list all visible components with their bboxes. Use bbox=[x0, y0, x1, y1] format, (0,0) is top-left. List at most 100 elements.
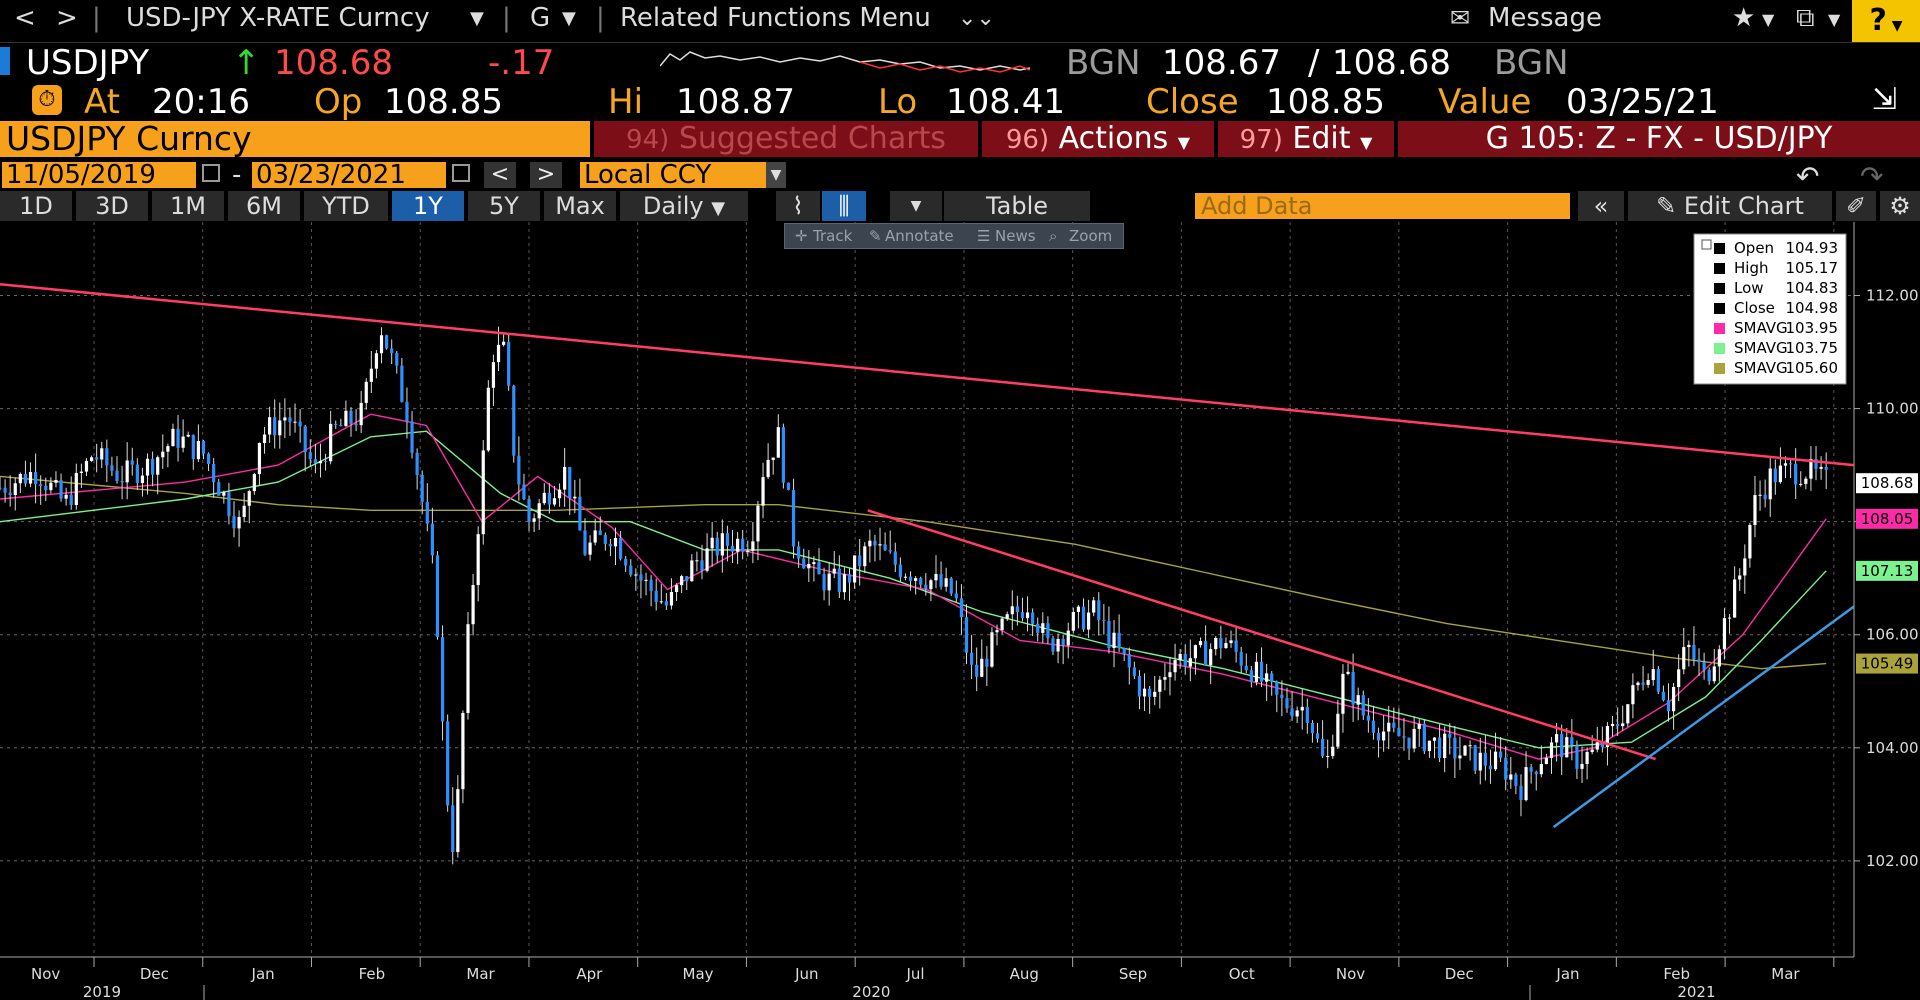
x-tick-label: Oct bbox=[1229, 965, 1255, 983]
range-1y-button[interactable]: 1Y bbox=[392, 191, 464, 221]
candlestick-icon[interactable]: ⫼ bbox=[822, 191, 866, 221]
candle-body bbox=[837, 568, 841, 593]
next-period-button[interactable]: > bbox=[530, 162, 562, 188]
chevron-down-icon[interactable]: ▼ bbox=[562, 8, 576, 29]
candle-body bbox=[1758, 494, 1762, 496]
candle-body bbox=[908, 576, 913, 581]
gear-icon[interactable]: ⚙ bbox=[1880, 191, 1920, 221]
chevron-down-icon[interactable]: ▼ bbox=[470, 8, 484, 29]
candle-body bbox=[1092, 600, 1096, 613]
range-1m-button[interactable]: 1M bbox=[152, 191, 224, 221]
track-tool[interactable]: Track bbox=[813, 227, 853, 245]
candle-body bbox=[1621, 723, 1625, 727]
screenshot-icon[interactable]: ⇲ bbox=[1872, 82, 1898, 117]
range-ytd-button[interactable]: YTD bbox=[304, 191, 388, 221]
legend-value: 105.17 bbox=[1786, 259, 1839, 277]
double-chevron-down-icon[interactable]: ⌄⌄ bbox=[958, 6, 995, 31]
range-1d-button[interactable]: 1D bbox=[0, 191, 72, 221]
calendar-icon[interactable] bbox=[202, 164, 220, 182]
add-data-input[interactable]: Add Data bbox=[1195, 193, 1570, 219]
table-button[interactable]: Table bbox=[944, 191, 1090, 221]
ticker: USDJPY bbox=[26, 43, 150, 83]
y-tick-label: 102.00 bbox=[1866, 852, 1919, 870]
candle-body bbox=[1122, 648, 1126, 655]
candle-body bbox=[237, 517, 241, 529]
year-label: 2021 bbox=[1677, 983, 1715, 1000]
range-max-button[interactable]: Max bbox=[544, 191, 616, 221]
crosshair-icon: ✛ bbox=[795, 227, 808, 245]
message-button[interactable]: Message bbox=[1488, 3, 1602, 33]
previous-period-button[interactable]: < bbox=[484, 162, 516, 188]
chevron-down-icon[interactable]: ▼ bbox=[1828, 10, 1841, 29]
window-icon[interactable]: ⧉ bbox=[1796, 3, 1815, 33]
end-date-field[interactable]: 03/23/2021 bbox=[252, 162, 446, 188]
candle-body bbox=[288, 417, 292, 422]
candle-body bbox=[28, 472, 33, 484]
edit-button[interactable]: 97) Edit ▼ bbox=[1218, 121, 1394, 157]
candle-body bbox=[598, 530, 602, 535]
collapse-icon[interactable]: « bbox=[1578, 191, 1624, 221]
chevron-down-icon[interactable]: ▼ bbox=[890, 191, 942, 221]
candle-body bbox=[593, 530, 597, 543]
candle-body bbox=[1148, 688, 1152, 697]
candle-body bbox=[751, 541, 755, 551]
candle-body bbox=[552, 498, 557, 505]
undo-icon[interactable]: ↶ bbox=[1796, 160, 1820, 193]
line-chart-icon[interactable]: ⌇ bbox=[776, 191, 820, 221]
candle-body bbox=[1025, 612, 1030, 619]
candle-body bbox=[720, 533, 724, 556]
candle-body bbox=[23, 473, 28, 484]
price-chart[interactable]: 102.00104.00106.00108.00110.00112.00NovD… bbox=[0, 222, 1920, 1000]
at-label: At bbox=[84, 82, 120, 122]
range-6m-button[interactable]: 6M bbox=[228, 191, 300, 221]
forward-button[interactable]: > bbox=[56, 3, 78, 33]
range-3d-button[interactable]: 3D bbox=[76, 191, 148, 221]
clock-icon[interactable]: ⏱ bbox=[32, 85, 62, 115]
candle-body bbox=[858, 555, 862, 567]
legend-swatch bbox=[1714, 283, 1725, 294]
edit-chart-button[interactable]: ✎ Edit Chart bbox=[1628, 191, 1832, 221]
calendar-icon[interactable] bbox=[452, 164, 470, 182]
edit-layout-icon[interactable]: ✐ bbox=[1836, 191, 1876, 221]
candle-body bbox=[969, 652, 974, 665]
back-button[interactable]: < bbox=[14, 3, 36, 33]
help-label: ? bbox=[1869, 3, 1887, 38]
candle-body bbox=[1743, 558, 1747, 576]
related-functions-menu[interactable]: Related Functions Menu bbox=[620, 3, 931, 33]
bid-source: BGN bbox=[1066, 43, 1141, 83]
start-date-field[interactable]: 11/05/2019 bbox=[2, 162, 196, 188]
candle-body bbox=[1763, 494, 1767, 500]
candle-body bbox=[1407, 737, 1411, 749]
function-field[interactable]: G bbox=[530, 3, 551, 33]
chevron-down-icon: ▼ bbox=[1360, 133, 1373, 152]
suggested-charts-button[interactable]: 94) Suggested Charts bbox=[594, 121, 978, 157]
last-price: 108.68 bbox=[274, 43, 393, 83]
annotate-tool[interactable]: Annotate bbox=[885, 227, 954, 245]
candle-body bbox=[262, 434, 267, 444]
candle-body bbox=[1626, 704, 1630, 724]
envelope-icon[interactable]: ✉ bbox=[1450, 4, 1471, 32]
candle-body bbox=[1666, 700, 1671, 712]
candle-body bbox=[1493, 751, 1498, 770]
candle-body bbox=[369, 368, 373, 382]
news-tool[interactable]: News bbox=[995, 227, 1036, 245]
candle-body bbox=[1651, 669, 1655, 681]
star-icon[interactable]: ★ bbox=[1732, 3, 1756, 33]
range-5y-button[interactable]: 5Y bbox=[468, 191, 540, 221]
chart-template-label[interactable]: G 105: Z - FX - USD/JPY bbox=[1398, 121, 1920, 157]
chevron-down-icon[interactable]: ▼ bbox=[766, 162, 786, 188]
ask-source: BGN bbox=[1494, 43, 1569, 83]
legend-label: Low bbox=[1734, 279, 1764, 297]
candle-body bbox=[985, 658, 989, 667]
candle-body bbox=[1051, 638, 1055, 652]
currency-select[interactable]: Local CCY bbox=[580, 162, 786, 188]
help-button[interactable]: ? ▼ bbox=[1852, 0, 1920, 42]
zoom-tool[interactable]: Zoom bbox=[1069, 227, 1113, 245]
sparkline bbox=[660, 51, 1030, 73]
redo-icon[interactable]: ↷ bbox=[1860, 160, 1884, 193]
candle-body bbox=[1585, 752, 1589, 764]
security-field[interactable]: USD-JPY X-RATE Curncy bbox=[126, 3, 430, 33]
actions-button[interactable]: 96) Actions ▼ bbox=[982, 121, 1214, 157]
chevron-down-icon[interactable]: ▼ bbox=[1762, 10, 1775, 29]
period-select[interactable]: Daily ▼ bbox=[620, 191, 748, 221]
